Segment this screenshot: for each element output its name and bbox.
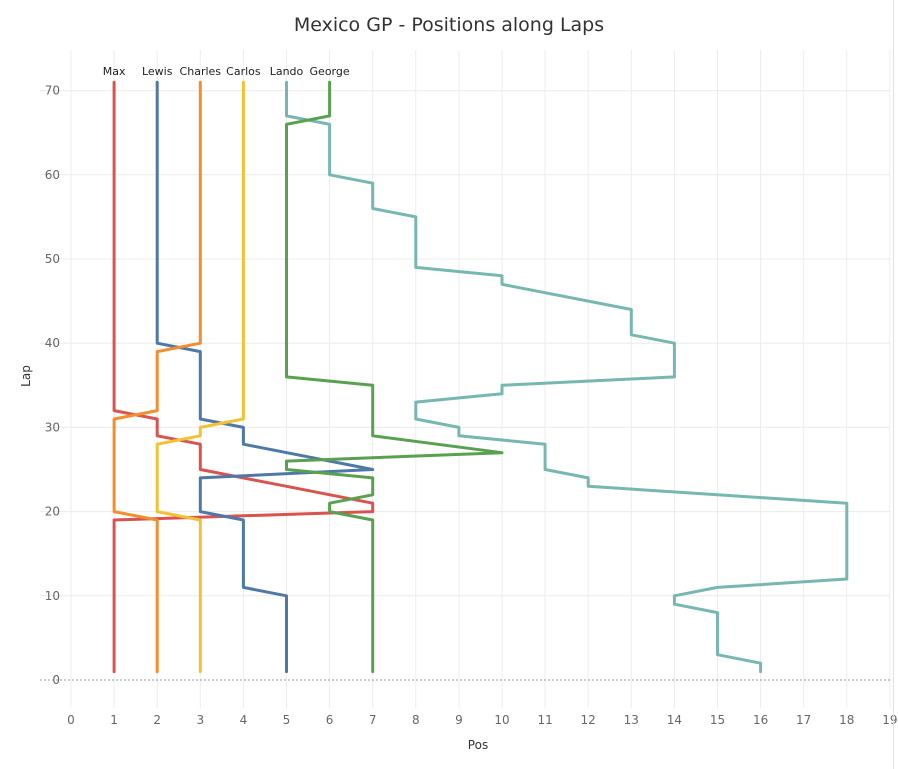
x-axis-ticks: 0 1 2 3 4 5 6 7 8 9 10 11 12 13 14 15 16 17 18 19 — [67, 713, 897, 727]
gridlines — [40, 50, 891, 708]
x-tick-label: 4 — [240, 713, 248, 727]
y-tick-label: 10 — [45, 589, 60, 603]
x-axis-title: Pos — [468, 738, 488, 752]
x-tick-label: 19 — [882, 713, 897, 727]
x-tick-label: 13 — [624, 713, 639, 727]
series-line-lando — [285, 80, 849, 674]
x-tick-label: 1 — [110, 713, 118, 727]
x-tick-label: 17 — [796, 713, 811, 727]
x-tick-label: 18 — [839, 713, 854, 727]
x-tick-label: 0 — [67, 713, 75, 727]
x-tick-label: 16 — [753, 713, 768, 727]
y-tick-label: 30 — [45, 420, 60, 434]
y-tick-label: 40 — [45, 336, 60, 350]
series-line-charles — [112, 80, 202, 674]
x-tick-label: 15 — [710, 713, 725, 727]
x-tick-label: 14 — [667, 713, 682, 727]
chart-title: Mexico GP - Positions along Laps — [293, 14, 605, 36]
x-tick-label: 8 — [412, 713, 420, 727]
x-tick-label: 5 — [283, 713, 291, 727]
y-axis-ticks: 0 10 20 30 40 50 60 70 — [45, 84, 60, 687]
y-tick-label: 20 — [45, 505, 60, 519]
series-line-max — [112, 80, 375, 674]
panel-border — [893, 0, 894, 769]
y-axis-title: Lap — [19, 365, 33, 387]
series-label-carlos: Carlos — [226, 65, 261, 78]
y-tick-label: 60 — [45, 168, 60, 182]
series-label-lewis: Lewis — [142, 65, 173, 78]
x-tick-label: 2 — [153, 713, 161, 727]
x-tick-label: 11 — [537, 713, 552, 727]
driver-labels: Max Lewis Charles Carlos Lando George — [103, 65, 350, 78]
y-tick-label: 0 — [52, 673, 60, 687]
series-line-lewis — [155, 80, 375, 674]
series-line-george — [285, 80, 504, 674]
y-tick-label: 50 — [45, 252, 60, 266]
series-label-max: Max — [103, 65, 126, 78]
series-label-george: George — [310, 65, 350, 78]
x-tick-label: 6 — [326, 713, 334, 727]
series-label-charles: Charles — [180, 65, 222, 78]
x-tick-label: 7 — [369, 713, 377, 727]
x-tick-label: 3 — [196, 713, 204, 727]
series-label-lando: Lando — [270, 65, 304, 78]
series-lines — [112, 80, 849, 674]
y-tick-label: 70 — [45, 84, 60, 98]
x-tick-label: 12 — [581, 713, 596, 727]
x-tick-label: 9 — [455, 713, 463, 727]
x-tick-label: 10 — [494, 713, 509, 727]
series-line-carlos — [155, 80, 245, 674]
